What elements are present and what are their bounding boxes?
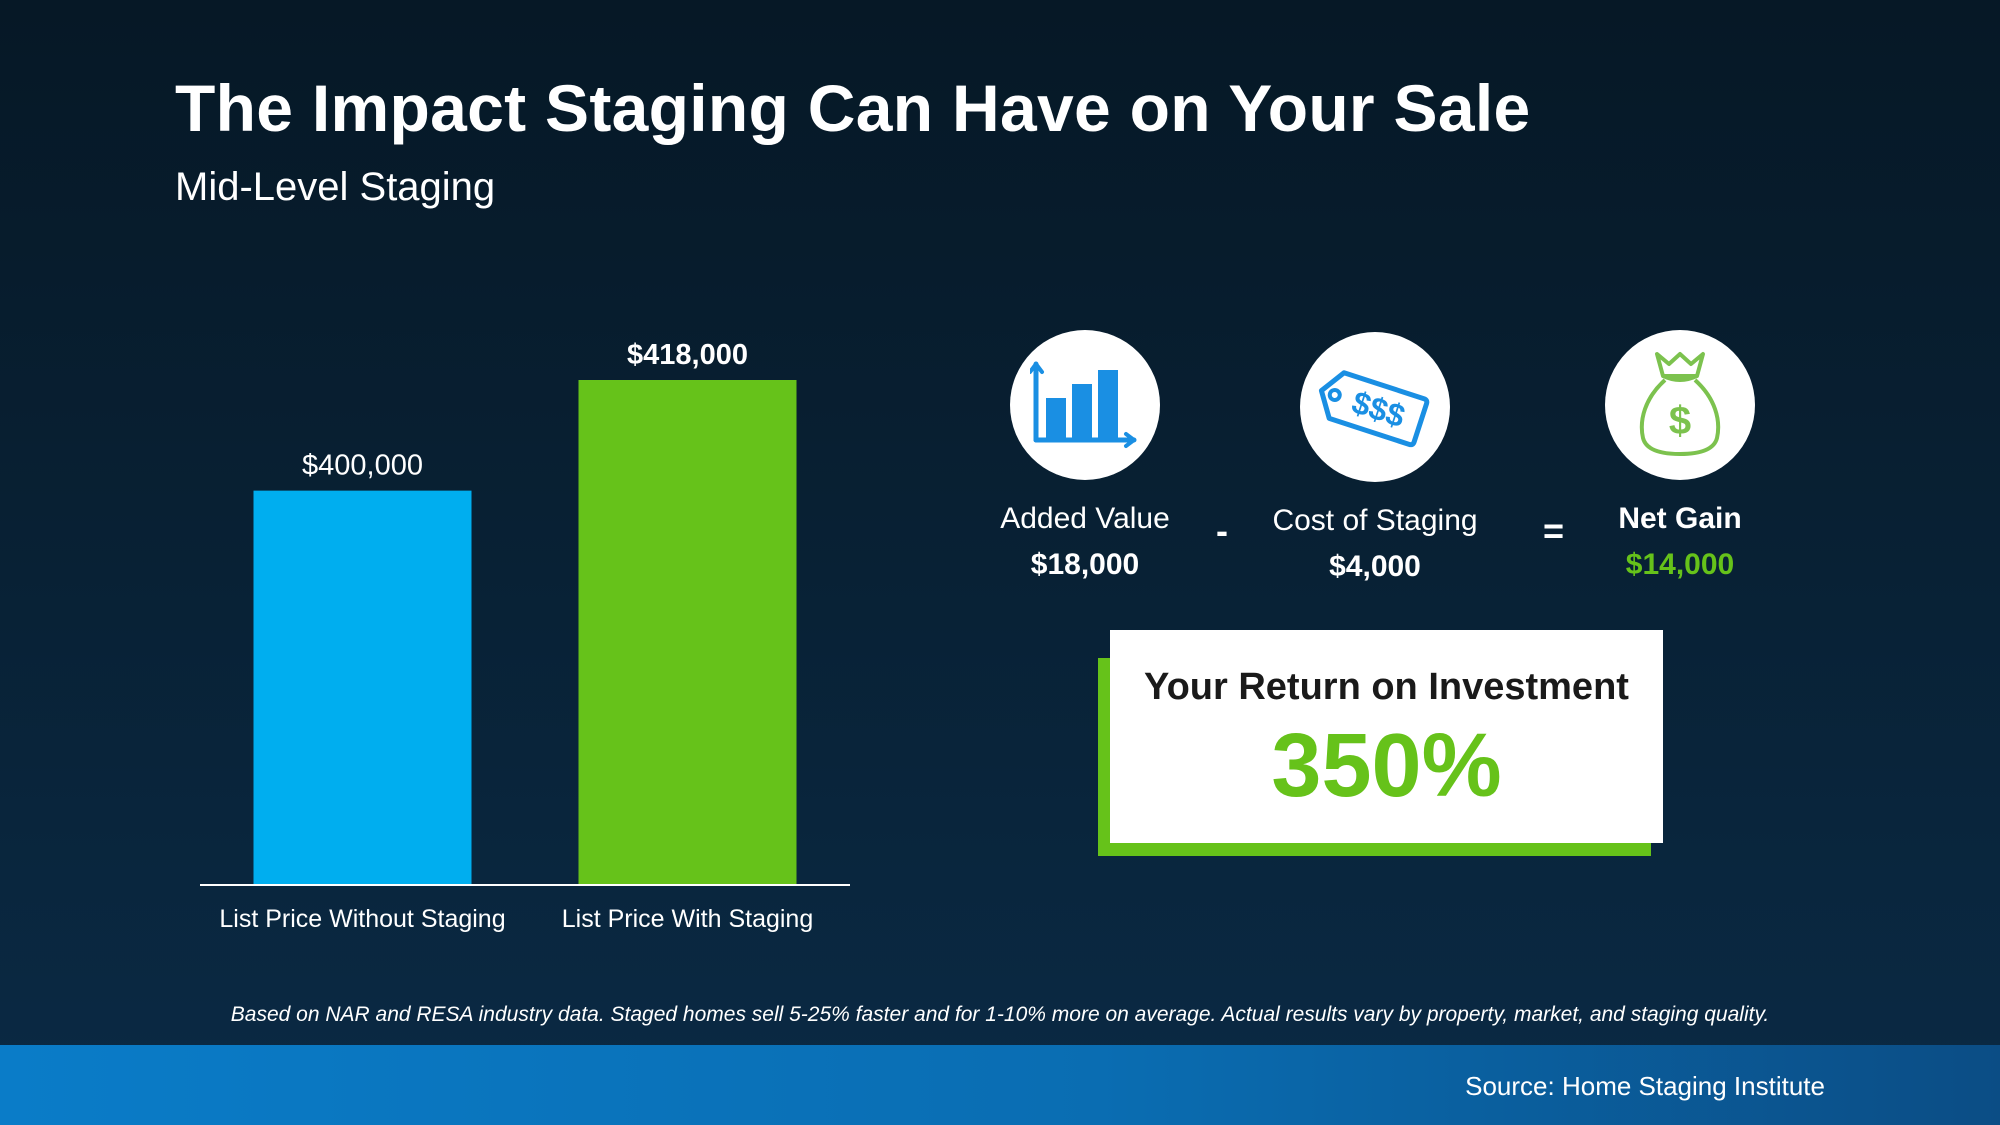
bar-value-label-1: $400,000 (302, 450, 423, 482)
minus-sign: - (1216, 510, 1228, 551)
added-value-item: Added Value $18,000 (975, 330, 1195, 582)
money-bag-symbol: $ (1669, 399, 1691, 443)
roi-value: 350% (1271, 716, 1502, 816)
staging-cost-label: Cost of Staging (1272, 504, 1478, 537)
bar-1 (253, 490, 472, 885)
net-gain-amount: $14,000 (1625, 548, 1735, 581)
bar-2 (578, 380, 797, 885)
roi-box: Your Return on Investment 350% (1110, 630, 1663, 843)
price-tag-icon: $$$ (1300, 332, 1450, 482)
page-subtitle: Mid-Level Staging (175, 165, 496, 209)
bar-chart: $400,000 List Price Without Staging $418,0… (200, 339, 850, 933)
added-value-amount: $18,000 (1030, 548, 1140, 581)
category-label-2: List Price With Staging (562, 905, 814, 933)
bar-chart-icon (1010, 330, 1160, 480)
page-title: The Impact Staging Can Have on Your Sale (175, 71, 1531, 145)
source-text: Source: Home Staging Institute (1465, 1071, 1825, 1101)
added-value-label: Added Value (1000, 502, 1170, 535)
footnote: Based on NAR and RESA industry data. Sta… (230, 1003, 1770, 1026)
money-bag-icon: $ (1605, 330, 1755, 480)
bar-value-label-2: $418,000 (627, 339, 748, 371)
category-label-1: List Price Without Staging (219, 905, 505, 933)
staging-cost-item: $$$ Cost of Staging $4,000 (1240, 332, 1510, 584)
net-gain-label: Net Gain (1618, 502, 1742, 535)
staging-cost-amount: $4,000 (1329, 550, 1421, 583)
net-gain-item: $ Net Gain $14,000 (1570, 330, 1790, 582)
roi-title: Your Return on Investment (1144, 666, 1629, 708)
footer-bar: Source: Home Staging Institute (0, 1045, 2000, 1125)
equals-sign: = (1543, 510, 1565, 551)
